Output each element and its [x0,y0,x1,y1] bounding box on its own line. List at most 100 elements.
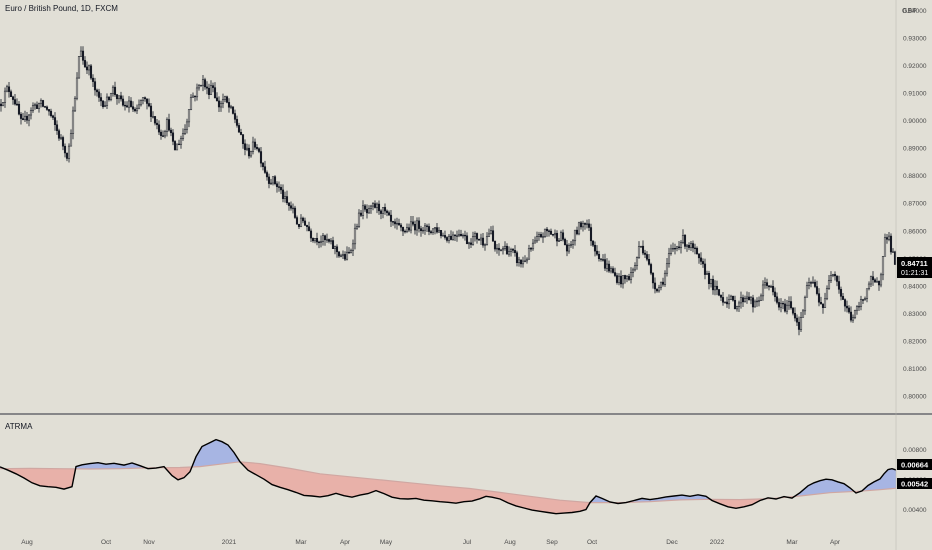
candle-body [399,224,403,228]
atr-fill-below [340,475,342,496]
candle-body [95,89,99,93]
atr-fill-below [180,467,182,480]
candle-body [609,268,613,272]
atr-fill-below [282,467,284,489]
atr-fill-below [408,482,410,499]
candle-body [249,151,253,157]
atr-fill-below [446,486,448,503]
atr-fill-below [528,496,530,510]
candle-body [695,247,699,255]
candle-body [427,226,431,232]
atr-fill-above [98,462,100,469]
atr-fill-below [534,496,536,511]
atr-fill-below [182,467,184,479]
candle-body [493,240,497,250]
candle-body [175,143,179,151]
atr-fill-below [404,482,406,499]
candle-body [261,162,265,167]
candle-body [731,295,735,301]
candle-body [121,98,125,106]
candle-body [739,297,743,304]
atr-fill-above [230,447,232,463]
value-badges: 0.84711 01:21:31 0.00664 0.00542 [897,257,932,489]
chart-title[interactable]: Euro / British Pound, 1D, FXCM [5,4,118,13]
atr-fill-below [426,484,428,501]
candle-body [237,125,241,133]
candle-body [619,275,623,285]
candle-body [395,222,399,225]
candle-body [183,128,187,134]
atr-fill-below [272,465,274,486]
atr-fill-below [402,482,404,499]
atr-fill-below [562,500,564,514]
candle-body [89,65,93,79]
atr-fill-below [468,488,470,502]
atr-fill-above [232,450,234,463]
atr-fill-above [816,481,818,495]
atr-fill-above [84,464,86,469]
candle-body [191,95,195,98]
candle-body [439,230,443,237]
candle-body [117,95,121,100]
time-axis[interactable]: Aug Oct Nov 2021 Mar Apr May Jul Aug Sep Oct Dec 202… [21,539,841,546]
atr-fill-above [128,463,130,469]
atr-fill-below [738,499,740,508]
candle-body [351,243,355,251]
candle-body [205,86,209,89]
atr-fill-above [228,445,230,464]
candle-body [201,79,205,86]
atr-fill-below [722,499,724,506]
price-axis[interactable]: 0.94000 0.93000 0.92000 0.91000 0.90000 0.890… [903,8,927,401]
candle-body [741,297,745,303]
indicator-label[interactable]: ATRMA [5,422,33,431]
candle-body [289,205,293,209]
atr-fill-below [38,468,40,486]
candle-body [339,255,343,257]
candle-body [125,105,129,108]
candle-body [727,299,731,305]
candle-body [245,147,249,150]
atr-fill-below [400,481,402,499]
atr-fill-above [594,496,596,503]
candle-body [639,245,643,248]
atr-fill-below [382,480,384,494]
atr-fill-above [828,479,830,493]
candle-body [825,288,829,300]
atr-fill-below [538,497,540,512]
atr-fill-below [326,474,328,496]
candle-body [677,246,681,249]
atr-fill-below [68,468,70,488]
atr-fill-below [178,467,180,480]
candle-body [257,148,261,152]
candle-body [717,289,721,296]
candle-body [81,50,85,61]
candle-body [189,97,193,110]
atr-fill-above [200,446,202,467]
atr-fill-below [332,475,334,495]
candle-body [669,248,673,254]
atr-fill-below [20,468,22,477]
candle-body [705,272,709,275]
candle-body [569,244,573,246]
candle-body [319,241,323,243]
candle-body [771,286,775,293]
candle-body [299,217,303,227]
candle-body [207,87,211,95]
candle-body [441,235,445,237]
atr-fill-above [878,478,880,490]
candle-body [861,299,865,301]
candle-body [777,302,781,308]
atr-fill-above [214,439,216,465]
atr-fill-above [120,464,122,469]
candle-body [313,238,317,242]
atr-fill-below [540,497,542,512]
candle-body [105,96,109,106]
candle-body [417,220,421,229]
atr-fill-above [132,463,134,469]
candle-body [809,282,813,284]
atr-fill-below [56,468,58,488]
candle-body [719,294,723,298]
atr-fill-below [732,499,734,508]
candle-body [243,143,247,150]
candle-body [315,238,319,243]
